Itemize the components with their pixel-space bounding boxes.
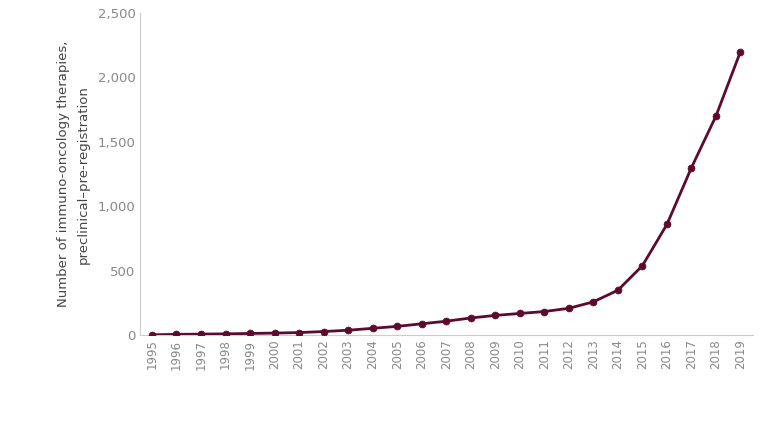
Y-axis label: Number of immuno-oncology therapies,
preclinical–pre-registration: Number of immuno-oncology therapies, pre…	[57, 41, 89, 307]
